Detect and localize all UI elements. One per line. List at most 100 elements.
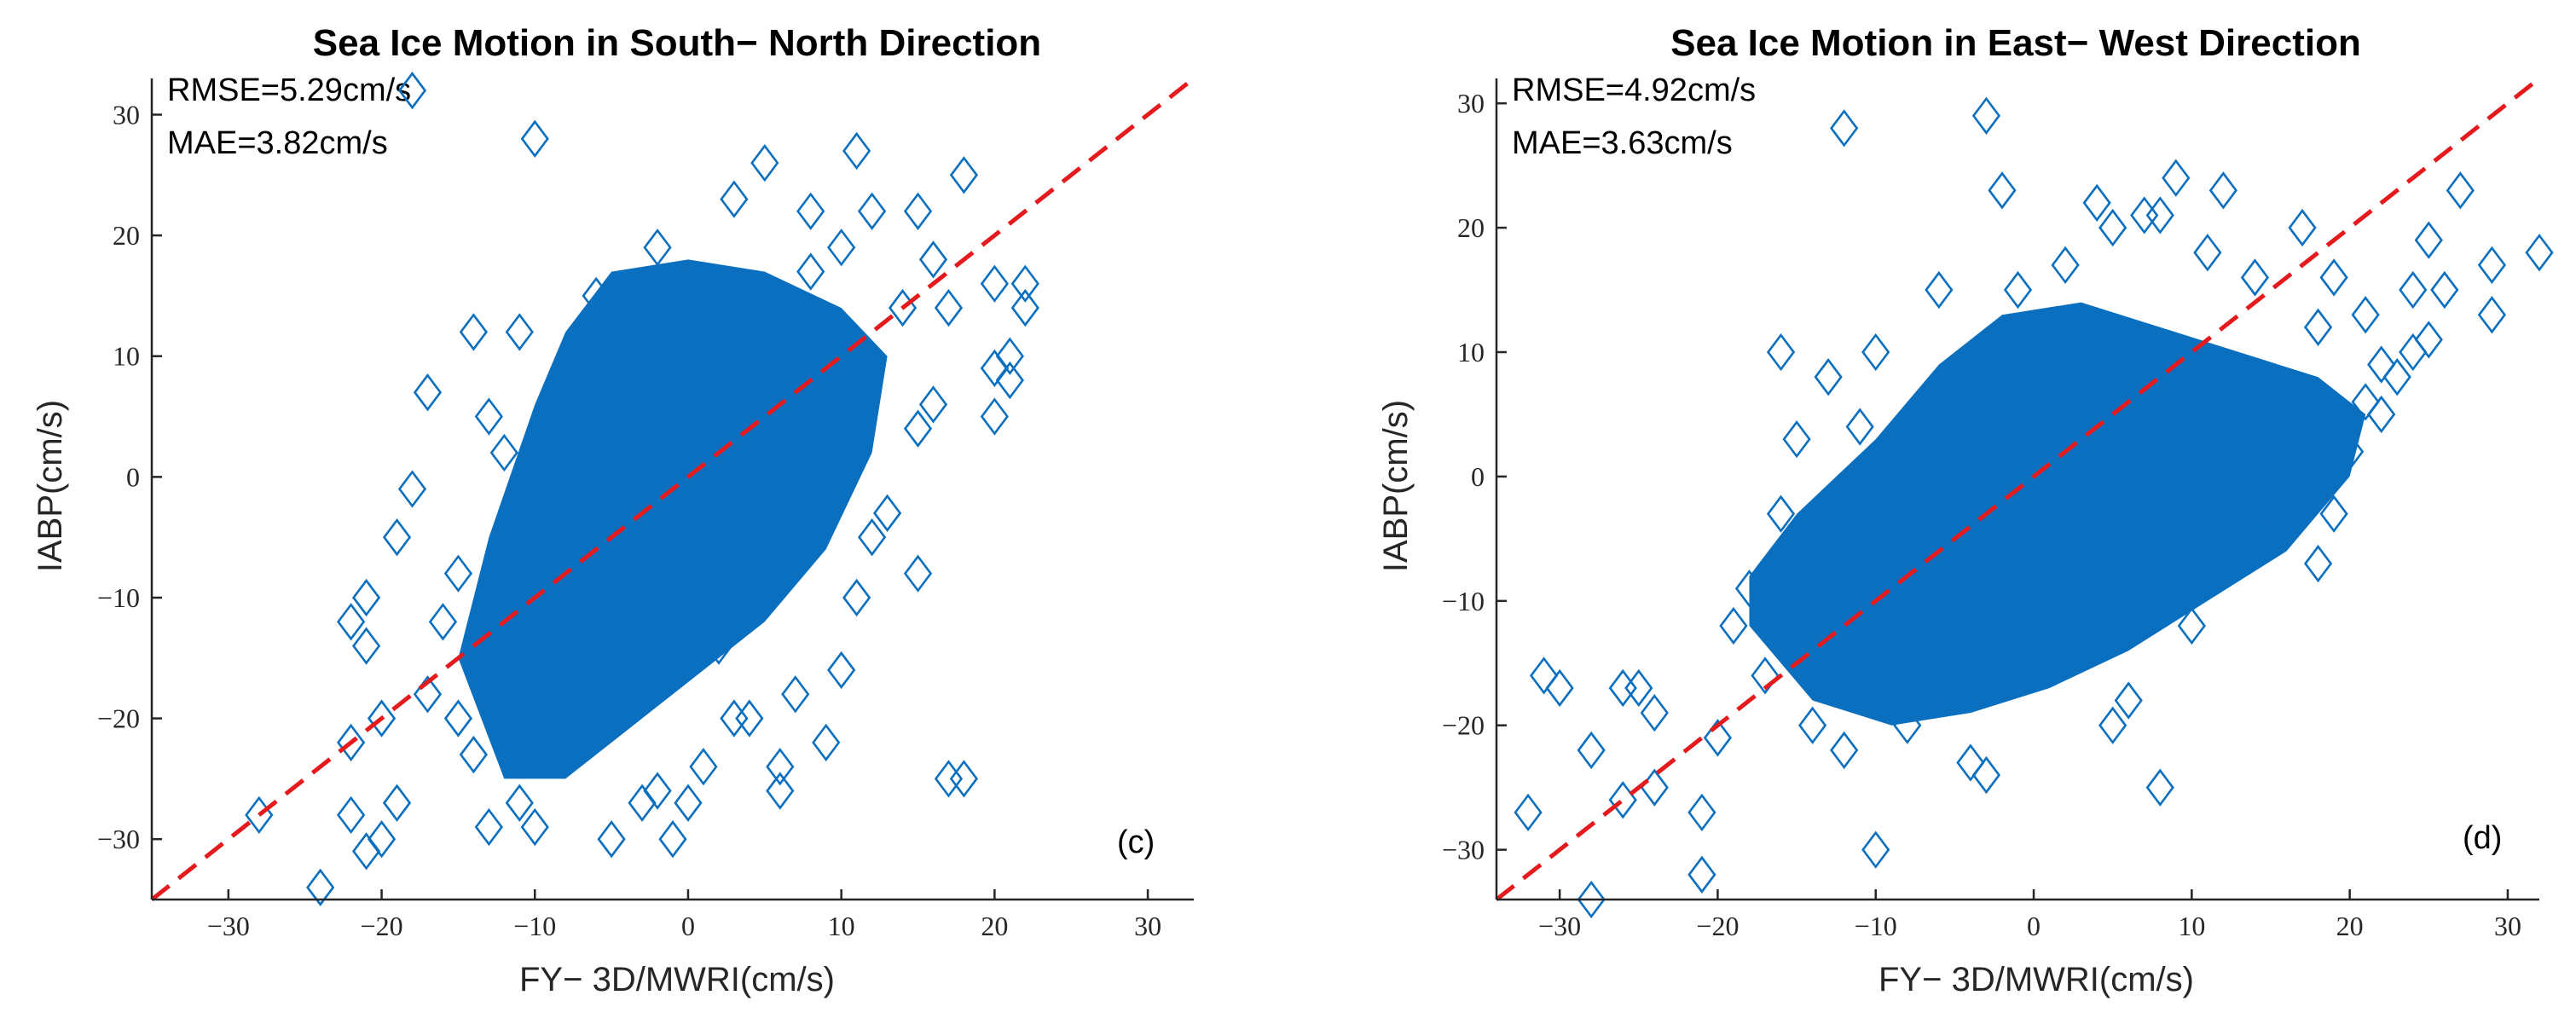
east-west-data-point (1861, 830, 1890, 869)
south-north-data-point (643, 772, 672, 810)
east-west-x-tick-label: −30 (1538, 911, 1581, 941)
south-north-data-point (980, 397, 1010, 436)
south-north-data-point (980, 264, 1010, 303)
east-west-data-point (2319, 258, 2348, 297)
east-west-data-point (2225, 495, 2254, 533)
south-north-data-point (934, 288, 964, 327)
east-west-data-point (1814, 358, 1843, 396)
south-north-y-tick-label: −30 (97, 824, 140, 854)
east-west-data-point (2525, 234, 2554, 272)
south-north-y-tick-label: 0 (126, 461, 140, 492)
south-north-data-point (413, 373, 443, 412)
east-west-data-point (1719, 606, 1748, 645)
east-west-x-tick-label: −10 (1855, 911, 1897, 941)
south-north-reference-layer (150, 77, 1195, 901)
south-north-data-point (336, 795, 366, 835)
south-north-data-point (995, 337, 1024, 375)
south-north-data-point (367, 820, 397, 859)
south-north-y-tick-label: 30 (113, 99, 140, 130)
east-west-data-point (2098, 706, 2127, 744)
east-west-panel: Sea Ice Motion in East− West Direction R… (1377, 22, 2554, 998)
south-north-data-point (336, 723, 366, 762)
south-north-data-point (489, 433, 518, 472)
east-west-dense-point-cloud (1749, 302, 2366, 726)
south-north-dense-cloud-layer (458, 259, 888, 779)
east-west-x-tick-label: −20 (1696, 911, 1739, 941)
south-north-y-tick-label: −20 (97, 703, 140, 734)
south-north-y-tick-label: 20 (113, 220, 140, 251)
south-north-y-tick-label: 10 (113, 341, 140, 372)
south-north-dense-point-cloud (458, 259, 888, 779)
east-west-data-point (2051, 246, 2080, 285)
east-west-y-tick-label: 0 (1471, 461, 1485, 492)
south-north-points-layer (245, 71, 1039, 907)
east-west-points-layer (1514, 96, 2554, 919)
east-west-data-point (2336, 432, 2365, 471)
east-west-data-point (2082, 183, 2111, 223)
east-west-data-point (2208, 171, 2238, 210)
east-west-data-point (1861, 333, 1890, 372)
east-west-data-point (2477, 246, 2507, 285)
south-north-data-point (474, 807, 503, 847)
east-west-reference-line (1495, 77, 2541, 901)
south-north-data-point (918, 385, 948, 424)
east-west-data-point (1956, 743, 1985, 782)
south-north-ylabel: IABP(cm/s) (32, 400, 69, 572)
east-west-y-tick-label: −10 (1442, 586, 1485, 616)
east-west-data-point (2303, 544, 2333, 583)
east-west-data-point (1751, 657, 1780, 695)
east-west-data-point (1782, 419, 1811, 459)
south-north-x-tick-label: −30 (207, 911, 250, 941)
east-west-data-point (1640, 693, 1669, 732)
south-north-data-point (934, 760, 964, 798)
east-west-x-tick-label: 20 (2336, 911, 2364, 941)
south-north-data-point (443, 554, 473, 593)
south-north-data-point (872, 494, 902, 532)
east-west-data-point (2145, 768, 2174, 807)
south-north-data-point (766, 748, 795, 786)
east-west-data-point (2303, 308, 2333, 346)
east-west-x-tick-label: 0 (2027, 911, 2041, 941)
south-north-x-tick-label: 30 (1134, 911, 1161, 941)
south-north-data-point (658, 820, 687, 859)
east-west-dense-cloud-layer (1749, 302, 2366, 726)
south-north-panel: Sea Ice Motion in South− North Direction… (32, 22, 1195, 998)
east-west-data-point (1893, 706, 1922, 744)
east-west-data-point (1734, 570, 1764, 608)
east-west-data-point (1687, 855, 1716, 894)
east-west-y-tick-label: 30 (1457, 88, 1485, 119)
east-west-data-point (1608, 781, 1637, 819)
east-west-data-point (2256, 519, 2285, 558)
east-west-data-point (2351, 383, 2380, 421)
east-west-data-point (1971, 96, 2001, 135)
south-north-axes-layer: −30 −20 −10 0 10 20 30 −30 −20 −10 0 10 20 30 (97, 78, 1194, 941)
east-west-data-point (1988, 171, 2017, 210)
east-west-data-point (2162, 159, 2191, 197)
south-north-x-tick-label: −10 (513, 911, 556, 941)
east-west-data-point (1971, 755, 2001, 795)
south-north-data-point (582, 276, 611, 315)
east-west-data-point (1624, 668, 1653, 708)
east-west-data-point (2193, 234, 2222, 272)
south-north-data-point (903, 409, 933, 448)
south-north-data-point (720, 699, 749, 738)
south-north-data-point (704, 627, 733, 665)
east-west-data-point (2399, 333, 2428, 372)
east-west-data-point (2098, 208, 2127, 247)
east-west-data-point (1608, 668, 1637, 708)
east-west-y-tick-label: 10 (1457, 337, 1485, 367)
south-north-data-point (551, 723, 580, 762)
east-west-data-point (2367, 345, 2396, 384)
south-north-data-point (918, 240, 948, 279)
east-west-data-point (1925, 668, 1954, 708)
east-west-data-point (2177, 606, 2206, 645)
south-north-panel-label: (c) (1117, 824, 1155, 860)
south-north-data-point (1010, 264, 1039, 303)
south-north-data-point (628, 784, 657, 822)
east-west-data-point (2003, 270, 2033, 310)
east-west-x-tick-label: 30 (2494, 911, 2521, 941)
south-north-x-tick-label: −20 (361, 911, 403, 941)
south-north-data-point (750, 143, 779, 182)
south-north-data-point (720, 180, 749, 218)
south-north-data-point (1010, 288, 1039, 327)
